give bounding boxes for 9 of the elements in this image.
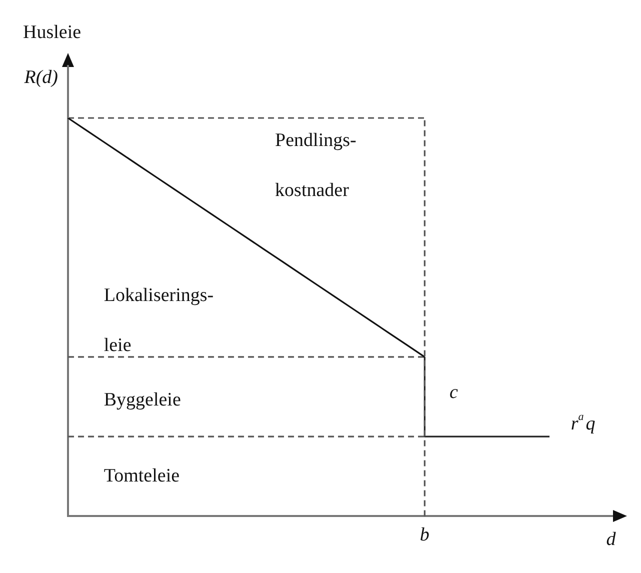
text: b: [420, 524, 430, 546]
text: Pendlings- kostnader: [275, 130, 356, 201]
text: R(d): [23, 67, 58, 88]
annotation: c: [449, 382, 458, 403]
annotation: Tomteleie: [104, 465, 180, 486]
y-axis-title: Husleie: [23, 22, 82, 43]
annotation: Byggeleie: [104, 390, 181, 411]
text: Lokaliserings- leie: [104, 285, 214, 356]
x-axis-title: d: [606, 529, 616, 550]
